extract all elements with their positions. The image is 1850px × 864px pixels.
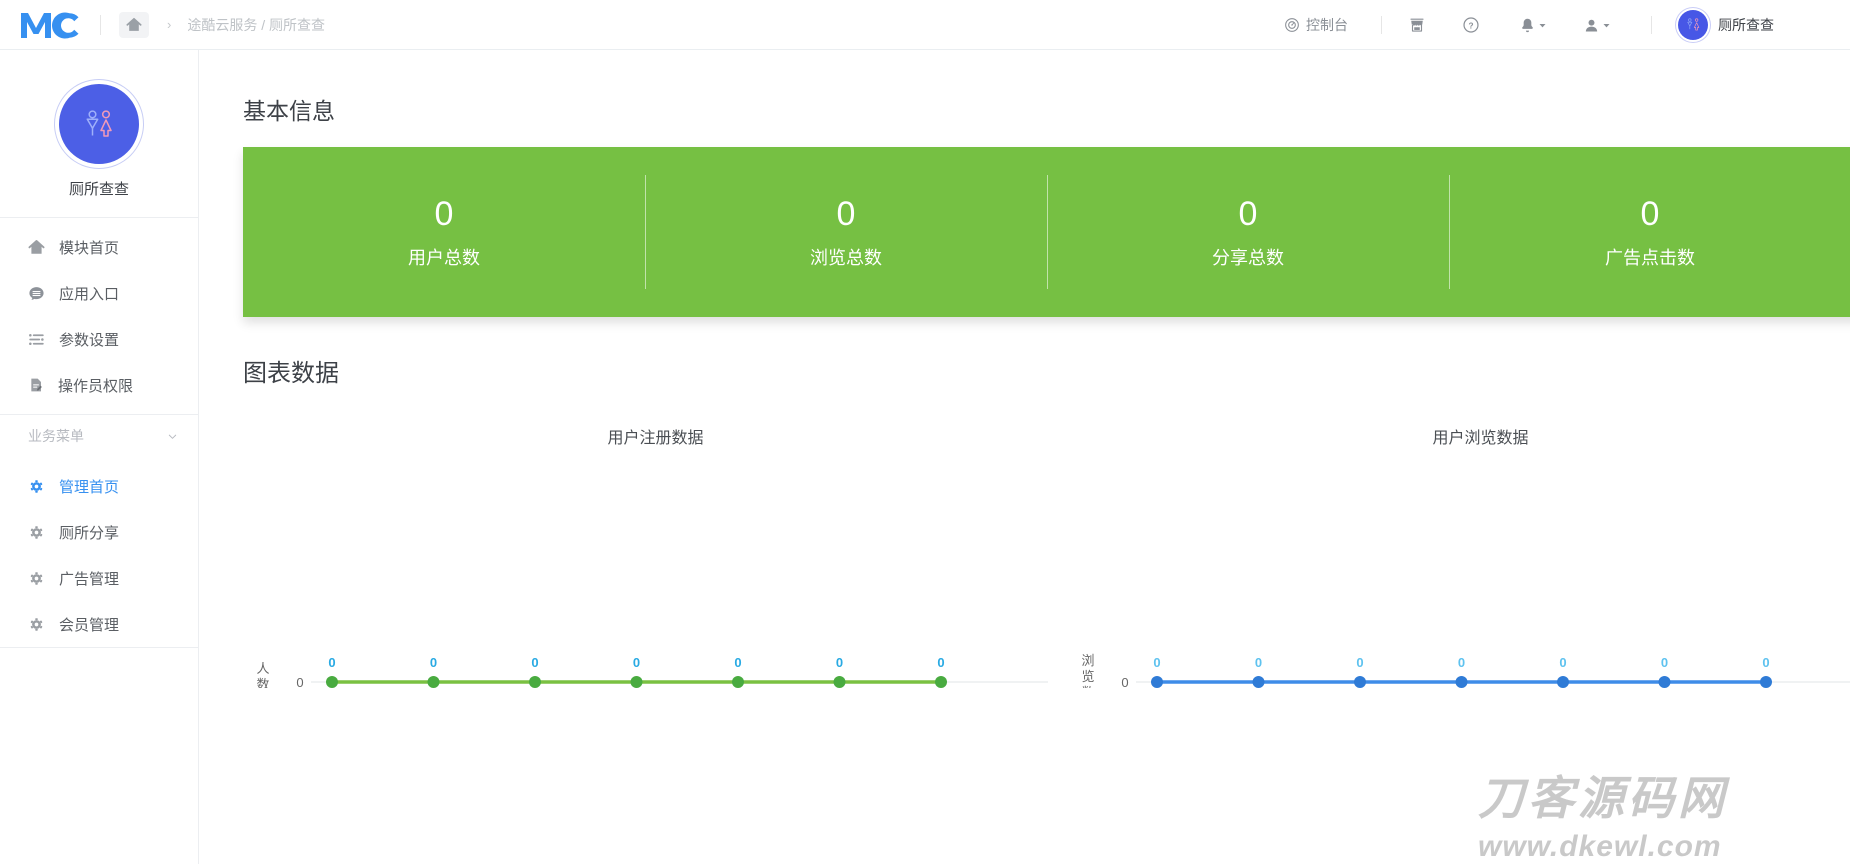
svg-text:浏: 浏 [1081,653,1094,668]
svg-text:数: 数 [1081,685,1094,688]
svg-text:人: 人 [256,661,269,676]
svg-text:0: 0 [1121,675,1128,688]
svg-text:0: 0 [531,655,538,670]
svg-text:0: 0 [328,655,335,670]
svg-text:0: 0 [1559,655,1566,670]
svg-text:览: 览 [1081,669,1094,684]
svg-text:0: 0 [296,675,303,688]
svg-text:0: 0 [1153,655,1160,670]
svg-text:0: 0 [1458,655,1465,670]
svg-text:数: 数 [256,677,269,688]
svg-text:0: 0 [633,655,640,670]
svg-text:0: 0 [1661,655,1668,670]
svg-text:?: ? [1468,21,1473,30]
svg-text:0: 0 [1255,655,1262,670]
svg-text:0: 0 [937,655,944,670]
svg-text:0: 0 [836,655,843,670]
svg-text:0: 0 [734,655,741,670]
svg-text:0: 0 [430,655,437,670]
svg-text:0: 0 [1356,655,1363,670]
svg-text:0: 0 [1762,655,1769,670]
